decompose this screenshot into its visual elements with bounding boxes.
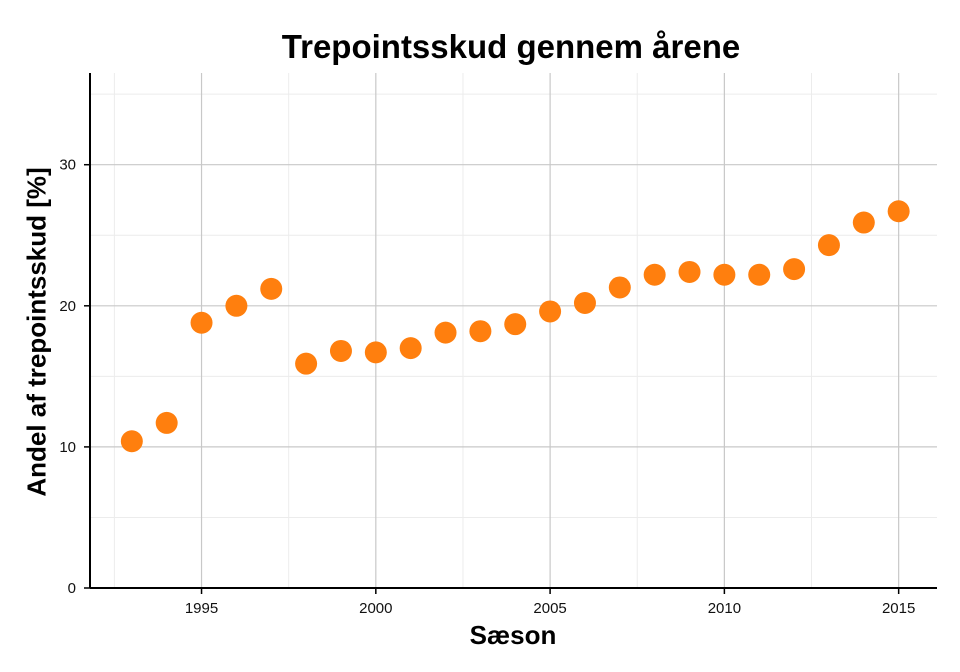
data-point-2006	[573, 291, 596, 314]
axes	[84, 73, 937, 594]
x-axis-label: Sæson	[469, 620, 557, 650]
data-point-2010	[713, 263, 736, 286]
data-point-2014	[852, 211, 875, 234]
x-tick-label-2015: 2015	[882, 600, 915, 617]
data-point-2008	[643, 263, 666, 286]
data-point-2011	[748, 263, 771, 286]
y-tick-label-20: 20	[59, 298, 76, 315]
data-point-1993	[120, 430, 143, 453]
data-point-2005	[539, 300, 562, 323]
data-point-2000	[364, 341, 387, 364]
data-point-1994	[155, 411, 178, 434]
tick-labels: 1995 2000 2005 2010 2015 0 10 20 30	[59, 157, 915, 617]
x-tick-label-2010: 2010	[708, 600, 741, 617]
y-axis-label: Andel af trepointsskud [%]	[21, 167, 52, 497]
data-point-2015	[887, 200, 910, 223]
data-point-1996	[225, 294, 248, 317]
data-point-2001	[399, 337, 422, 360]
data-point-2002	[434, 321, 457, 344]
y-tick-label-0: 0	[68, 580, 76, 597]
data-point-1997	[260, 277, 283, 300]
chart-title: Trepointsskud gennem årene	[281, 28, 741, 65]
data-point-2007	[608, 276, 631, 299]
data-point-2003	[469, 320, 492, 343]
y-tick-label-10: 10	[59, 439, 76, 456]
data-point-1998	[295, 352, 318, 375]
y-tick-label-30: 30	[59, 157, 76, 174]
data-points	[120, 200, 910, 453]
minor-grid	[90, 73, 937, 588]
data-point-2013	[817, 234, 840, 257]
data-point-2009	[678, 260, 701, 283]
data-point-2012	[783, 258, 806, 281]
x-tick-label-1995: 1995	[185, 600, 218, 617]
x-tick-label-2000: 2000	[359, 600, 392, 617]
data-point-1999	[329, 339, 352, 362]
data-point-2004	[504, 313, 527, 336]
x-tick-label-2005: 2005	[533, 600, 566, 617]
data-point-1995	[190, 311, 213, 334]
